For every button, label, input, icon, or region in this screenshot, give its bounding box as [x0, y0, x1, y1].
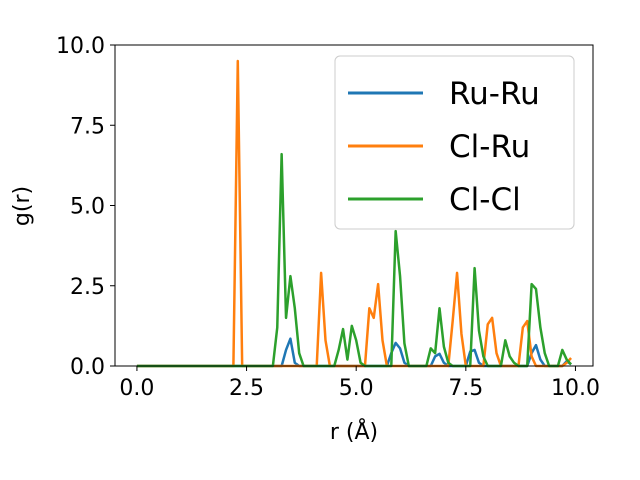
y-tick-label: 10.0 [56, 34, 105, 59]
y-tick-label: 0.0 [70, 355, 105, 380]
legend-label-ru-ru: Ru-Ru [449, 76, 540, 112]
x-ticks: 0.0 2.5 5.0 7.5 10.0 [119, 366, 600, 401]
x-tick-label: 5.0 [339, 376, 374, 401]
y-tick-label: 2.5 [70, 275, 105, 300]
series-line-cl-ru [136, 59, 572, 368]
x-tick-label: 0.0 [119, 376, 154, 401]
y-tick-label: 7.5 [70, 114, 105, 139]
x-tick-label: 2.5 [229, 376, 264, 401]
legend-label-cl-ru: Cl-Ru [449, 129, 530, 165]
legend: Ru-Ru Cl-Ru Cl-Cl [334, 55, 575, 230]
y-axis-label: g(r) [10, 186, 35, 226]
x-tick-label: 7.5 [448, 376, 483, 401]
x-tick-label: 10.0 [551, 376, 600, 401]
legend-label-cl-cl: Cl-Cl [449, 182, 521, 218]
y-ticks: 0.0 2.5 5.0 7.5 10.0 [56, 34, 115, 380]
x-axis-label: r (Å) [330, 418, 378, 445]
y-tick-label: 5.0 [70, 195, 105, 220]
legend-frame [334, 55, 575, 230]
